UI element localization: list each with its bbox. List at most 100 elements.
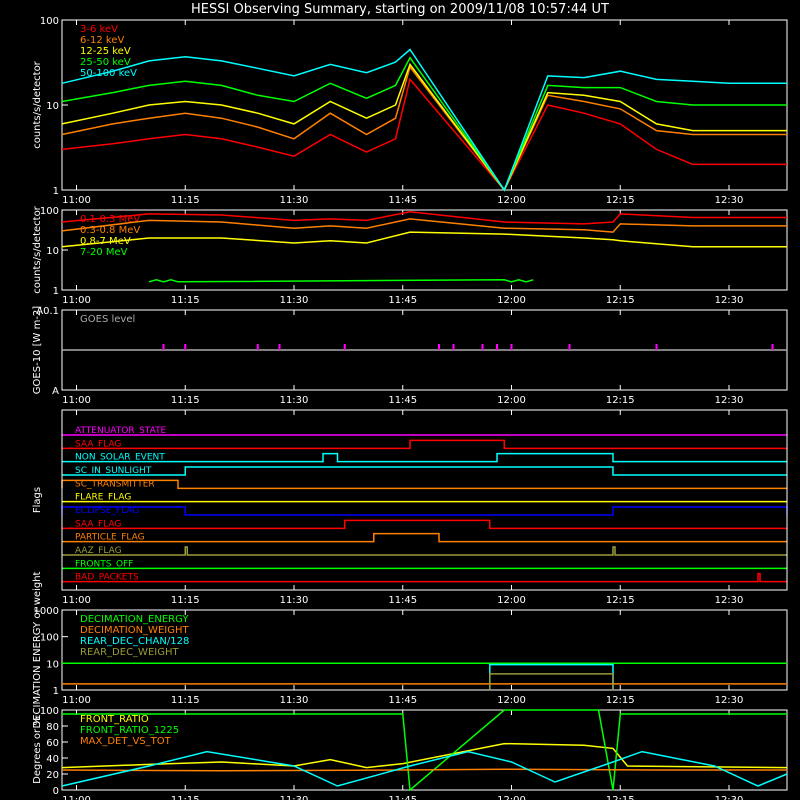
series-line: [61, 231, 787, 248]
panel-decimation: 11:00 11:15 11:30 11:45 12:00 12:15 12:30 DECIM…: [32, 571, 788, 728]
x-tick-label: 11:30: [280, 795, 309, 800]
x-tick-label: 11:15: [171, 595, 200, 606]
series-line: [61, 742, 788, 769]
legend-entry: 7-20 MeV: [80, 247, 128, 258]
x-tick-label: 11:30: [280, 395, 309, 406]
series-line: [62, 709, 787, 792]
legend-entry: 12-25 keV: [80, 46, 131, 57]
legend-entry: 3-6 keV: [80, 24, 118, 35]
series-line: [61, 750, 788, 787]
series-line: [61, 48, 787, 192]
plot-frame: [61, 409, 788, 591]
y-tick-label: 1: [53, 186, 59, 197]
legend-entry: DECIMATION_WEIGHT: [80, 625, 189, 636]
y-tick-label: 10: [46, 101, 59, 112]
panel-flags: ATTENUATOR_STATE SAA_FLAG NON_SOLAR_EVENT S…: [32, 409, 788, 606]
legend-entry: 50-100 keV: [80, 68, 137, 79]
flag-trace: [62, 439, 787, 450]
x-tick-label: 12:15: [606, 795, 635, 800]
series-line: [489, 673, 614, 690]
y-tick-label: 1: [53, 686, 59, 697]
y-tick-label: 1: [53, 286, 59, 297]
legend-entry: FRONT_RATIO_1225: [80, 725, 179, 736]
x-tick-label: 11:45: [388, 295, 417, 306]
flag-label: BAD_PACKETS: [75, 573, 139, 583]
series-line: [61, 77, 787, 192]
y-tick-label: 0: [53, 786, 59, 797]
legend-entry: DECIMATION_ENERGY: [80, 614, 189, 625]
y-tick-label: 10: [46, 659, 59, 670]
x-tick-label: 12:15: [606, 395, 635, 406]
x-tick-label: 12:30: [715, 295, 744, 306]
x-tick-label: 12:00: [497, 395, 526, 406]
x-tick-label: 12:00: [497, 595, 526, 606]
flag-label: SC_TRANSMITTER: [75, 479, 155, 489]
legend-entry: 0.8-7 MeV: [80, 236, 131, 247]
x-tick-label: 11:30: [280, 195, 309, 206]
flag-label: AAZ_FLAG: [75, 546, 122, 556]
x-tick-label: 11:30: [280, 295, 309, 306]
x-tick-label: 12:30: [715, 195, 744, 206]
legend-entry: GOES level: [80, 314, 135, 325]
flag-label: NON_SOLAR_EVENT: [75, 453, 165, 463]
y-tick-label: A0.1: [36, 306, 59, 317]
flag-trace: [61, 506, 788, 516]
flag-trace: [62, 466, 787, 476]
legend-entry: 0.1-0.3 MeV: [80, 214, 140, 225]
x-tick-label: 11:00: [62, 195, 91, 206]
flag-label: SAA_FLAG: [75, 439, 121, 449]
flag-trace: [62, 572, 787, 583]
y-tick-label: 100: [40, 206, 59, 217]
y-tick-label: 80: [46, 722, 59, 733]
x-tick-label: 11:15: [171, 295, 200, 306]
y-axis-label: Flags: [32, 487, 43, 513]
y-tick-label: 100: [40, 633, 59, 644]
x-tick-label: 12:30: [715, 795, 744, 800]
flag-trace: [62, 519, 787, 530]
flag-trace: [62, 546, 787, 556]
x-tick-label: 12:15: [606, 195, 635, 206]
legend-entry: 0.3-0.8 MeV: [80, 225, 140, 236]
y-tick-label: A: [52, 386, 59, 397]
y-tick-label: 10: [46, 246, 59, 257]
flag-label: ATTENUATOR_STATE: [75, 426, 167, 436]
flag-trace: [62, 452, 787, 463]
y-axis-label: counts/s/detector: [32, 205, 43, 293]
legend-entry: 25-50 keV: [80, 57, 131, 68]
panel-ratios: 11:00 11:15 11:30 11:45 12:00 12:15 12:30 Degre…: [32, 706, 788, 800]
series-line: [61, 768, 787, 772]
x-tick-label: 12:30: [715, 395, 744, 406]
x-tick-label: 11:30: [280, 595, 309, 606]
x-tick-label: 12:15: [606, 295, 635, 306]
y-axis-label: DECIMATION ENERGY or weight: [32, 571, 43, 728]
flag-label: ECLIPSE_FLAG: [75, 506, 139, 516]
plot-frame: [61, 709, 788, 791]
x-tick-label: 12:15: [606, 595, 635, 606]
panel-hi_energy: 11:00 11:15 11:30 11:45 12:00 12:15 12:30 count…: [32, 205, 788, 306]
legend-entry: FRONT_RATIO: [80, 714, 149, 725]
x-tick-label: 11:45: [388, 395, 417, 406]
flag-label: FRONTS_OFF: [75, 559, 133, 569]
y-tick-label: 100: [40, 16, 59, 27]
series-line: [148, 279, 534, 283]
x-tick-label: 12:15: [606, 695, 635, 706]
y-tick-label: 1000: [34, 606, 59, 617]
x-tick-label: 11:15: [171, 195, 200, 206]
chart-title: HESSI Observing Summary, starting on 200…: [191, 2, 609, 17]
series-line: [61, 62, 787, 192]
x-tick-label: 11:15: [171, 395, 200, 406]
y-axis-label: counts/s/detector: [32, 60, 43, 148]
series-line: [61, 56, 787, 192]
plot-frame: [61, 609, 788, 691]
series-line: [61, 218, 787, 233]
x-tick-label: 11:15: [171, 695, 200, 706]
series-line: [61, 211, 787, 225]
x-tick-label: 11:45: [388, 195, 417, 206]
y-axis-label: Degrees or %: [32, 716, 43, 784]
y-tick-label: 60: [46, 738, 59, 749]
x-tick-label: 12:00: [497, 195, 526, 206]
x-tick-label: 11:00: [62, 795, 91, 800]
x-tick-label: 11:45: [388, 695, 417, 706]
x-tick-label: 11:30: [280, 695, 309, 706]
